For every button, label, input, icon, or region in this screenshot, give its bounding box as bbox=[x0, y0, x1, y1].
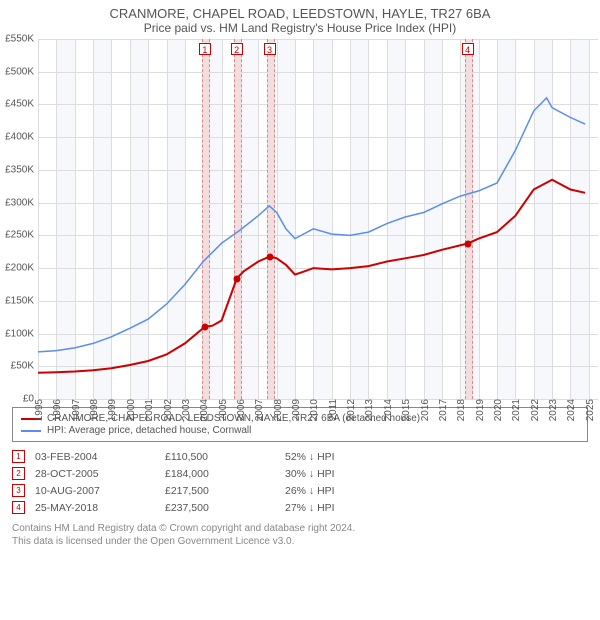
sale-price: £237,500 bbox=[165, 502, 285, 514]
sale-price: £110,500 bbox=[165, 451, 285, 463]
x-tick-label: 2010 bbox=[309, 399, 320, 421]
x-tick-label: 2017 bbox=[438, 399, 449, 421]
sale-number-badge: 3 bbox=[12, 484, 25, 497]
y-tick-label: £150K bbox=[5, 295, 34, 306]
x-tick-label: 2025 bbox=[585, 399, 596, 421]
x-tick-label: 2018 bbox=[456, 399, 467, 421]
chart-title: CRANMORE, CHAPEL ROAD, LEEDSTOWN, HAYLE,… bbox=[6, 6, 594, 21]
x-tick-label: 2023 bbox=[548, 399, 559, 421]
x-tick-label: 2022 bbox=[530, 399, 541, 421]
sale-date: 25-MAY-2018 bbox=[35, 502, 165, 514]
x-tick-label: 2024 bbox=[566, 399, 577, 421]
y-tick-label: £500K bbox=[5, 66, 34, 77]
y-tick-label: £400K bbox=[5, 132, 34, 143]
x-tick-label: 2008 bbox=[273, 399, 284, 421]
footnote-line2: This data is licensed under the Open Gov… bbox=[12, 535, 588, 548]
x-tick-label: 2016 bbox=[420, 399, 431, 421]
x-tick-label: 2013 bbox=[364, 399, 375, 421]
y-tick-label: £200K bbox=[5, 263, 34, 274]
x-tick-label: 2001 bbox=[144, 399, 155, 421]
series-line bbox=[38, 98, 585, 352]
x-tick-label: 2011 bbox=[328, 399, 339, 421]
table-row: 2 28-OCT-2005£184,00030% ↓ HPI bbox=[12, 465, 588, 482]
legend-item: HPI: Average price, detached house, Corn… bbox=[21, 425, 579, 436]
series-line bbox=[38, 180, 585, 373]
sale-number-badge: 2 bbox=[12, 467, 25, 480]
sale-number-badge: 1 bbox=[12, 450, 25, 463]
sale-date: 28-OCT-2005 bbox=[35, 468, 165, 480]
sale-delta: 52% ↓ HPI bbox=[285, 451, 405, 463]
x-tick-label: 2005 bbox=[218, 399, 229, 421]
sale-delta: 26% ↓ HPI bbox=[285, 485, 405, 497]
table-row: 3 10-AUG-2007£217,50026% ↓ HPI bbox=[12, 482, 588, 499]
x-tick-label: 2000 bbox=[126, 399, 137, 421]
x-tick-label: 2004 bbox=[199, 399, 210, 421]
chart-subtitle: Price paid vs. HM Land Registry's House … bbox=[6, 21, 594, 35]
y-tick-label: £250K bbox=[5, 230, 34, 241]
footnote: Contains HM Land Registry data © Crown c… bbox=[12, 522, 588, 548]
x-tick-label: 2006 bbox=[236, 399, 247, 421]
x-tick-label: 2012 bbox=[346, 399, 357, 421]
legend-swatch bbox=[21, 430, 41, 432]
x-tick-label: 2007 bbox=[254, 399, 265, 421]
sales-table: 1 03-FEB-2004£110,50052% ↓ HPI 2 28-OCT-200… bbox=[12, 448, 588, 516]
sale-delta: 30% ↓ HPI bbox=[285, 468, 405, 480]
legend-label: HPI: Average price, detached house, Corn… bbox=[47, 425, 251, 436]
y-tick-label: £50K bbox=[11, 361, 34, 372]
y-tick-label: £350K bbox=[5, 164, 34, 175]
footnote-line1: Contains HM Land Registry data © Crown c… bbox=[12, 522, 588, 535]
sale-number-badge: 4 bbox=[12, 501, 25, 514]
x-tick-label: 2009 bbox=[291, 399, 302, 421]
sale-date: 10-AUG-2007 bbox=[35, 485, 165, 497]
y-tick-label: £300K bbox=[5, 197, 34, 208]
x-tick-label: 1997 bbox=[71, 399, 82, 421]
table-row: 4 25-MAY-2018£237,50027% ↓ HPI bbox=[12, 499, 588, 516]
x-tick-label: 1999 bbox=[107, 399, 118, 421]
y-tick-label: £100K bbox=[5, 328, 34, 339]
x-tick-label: 2003 bbox=[181, 399, 192, 421]
x-tick-label: 1995 bbox=[34, 399, 45, 421]
y-tick-label: £0 bbox=[23, 394, 34, 405]
x-tick-label: 2019 bbox=[475, 399, 486, 421]
sale-delta: 27% ↓ HPI bbox=[285, 502, 405, 514]
y-tick-label: £450K bbox=[5, 99, 34, 110]
x-tick-label: 1998 bbox=[89, 399, 100, 421]
x-tick-label: 2021 bbox=[511, 399, 522, 421]
x-tick-label: 2002 bbox=[163, 399, 174, 421]
x-tick-label: 2014 bbox=[383, 399, 394, 421]
price-chart: £0£50K£100K£150K£200K£250K£300K£350K£400… bbox=[38, 39, 598, 399]
sale-price: £217,500 bbox=[165, 485, 285, 497]
x-tick-label: 1996 bbox=[52, 399, 63, 421]
x-tick-label: 2020 bbox=[493, 399, 504, 421]
x-tick-label: 2015 bbox=[401, 399, 412, 421]
chart-lines bbox=[38, 39, 598, 399]
sale-price: £184,000 bbox=[165, 468, 285, 480]
sale-date: 03-FEB-2004 bbox=[35, 451, 165, 463]
y-tick-label: £550K bbox=[5, 34, 34, 45]
table-row: 1 03-FEB-2004£110,50052% ↓ HPI bbox=[12, 448, 588, 465]
